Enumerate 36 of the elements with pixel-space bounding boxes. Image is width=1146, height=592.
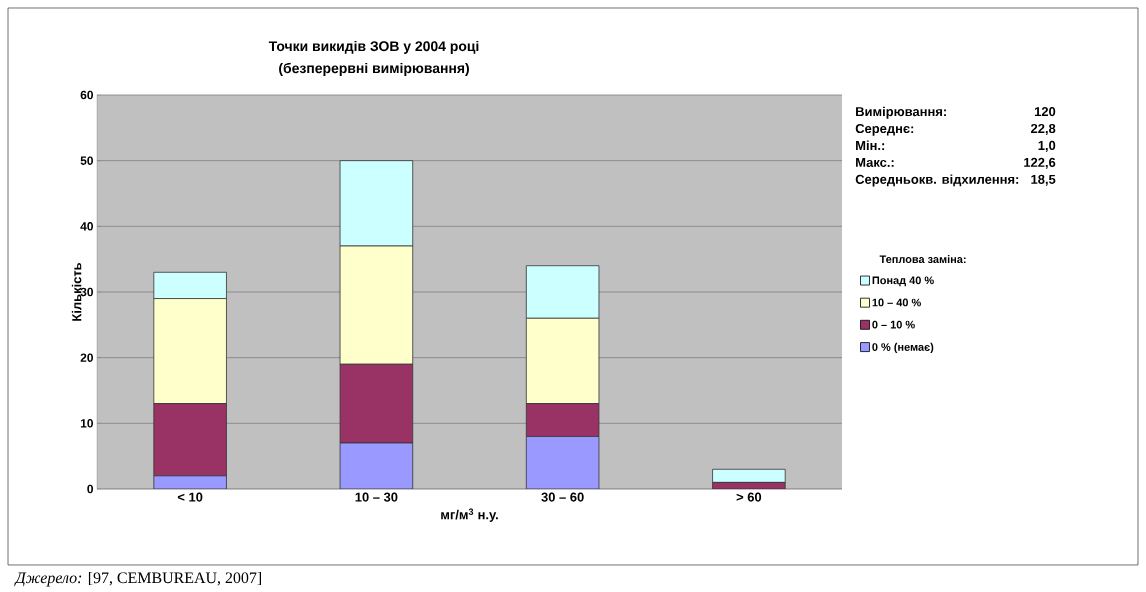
text: 122,6 bbox=[1024, 157, 1056, 169]
text: 18,5 bbox=[1031, 174, 1056, 186]
text: Середньокв. відхилення: bbox=[855, 174, 1019, 187]
y-tick-label: 50 bbox=[80, 156, 93, 165]
text: Вимірювання: bbox=[856, 106, 946, 119]
bar bbox=[525, 403, 600, 437]
y-tick-label: 40 bbox=[80, 222, 93, 231]
bar bbox=[525, 436, 600, 489]
y-axis-title: Кількість bbox=[71, 262, 82, 321]
text: 1,0 bbox=[1038, 140, 1056, 152]
y-tick-label: 0 bbox=[87, 484, 93, 494]
legend-label: 0 – 10 % bbox=[872, 320, 915, 329]
bar bbox=[153, 403, 227, 477]
bar bbox=[339, 442, 414, 489]
text: Мін.: bbox=[856, 140, 885, 150]
bar bbox=[339, 363, 414, 444]
text: Джерело: [97, CEMBUREAU, 2007] bbox=[14, 571, 261, 587]
legend-title: Теплова заміна: bbox=[879, 255, 966, 264]
x-axis-title: мг/м$^{3}$ н.у. bbox=[441, 508, 498, 522]
legend-label: 10 – 40 % bbox=[872, 298, 921, 307]
y-tick-label: 20 bbox=[80, 353, 93, 362]
y-tick-label: 30 bbox=[80, 287, 93, 297]
text: Макс.: bbox=[856, 157, 894, 167]
x-tick-label: > 60 bbox=[736, 492, 762, 502]
x-tick-label: < 10 bbox=[177, 492, 203, 502]
legend-label: 0 % (немає) bbox=[872, 342, 934, 354]
text: 22,8 bbox=[1031, 123, 1056, 135]
chart-title: Точки викидів ЗОВ у 2004 році bbox=[268, 40, 479, 54]
y-tick-label: 60 bbox=[80, 90, 93, 100]
x-tick-label: 10 – 30 bbox=[355, 492, 398, 502]
text: Середнє: bbox=[855, 123, 914, 136]
x-tick-label: 30 – 60 bbox=[541, 492, 584, 502]
legend-label: Понад 40 % bbox=[872, 276, 934, 287]
text: 120 bbox=[1034, 107, 1056, 117]
y-tick-label: 10 bbox=[80, 419, 93, 428]
chart-subtitle: (безперервні вимірювання) bbox=[279, 62, 469, 76]
